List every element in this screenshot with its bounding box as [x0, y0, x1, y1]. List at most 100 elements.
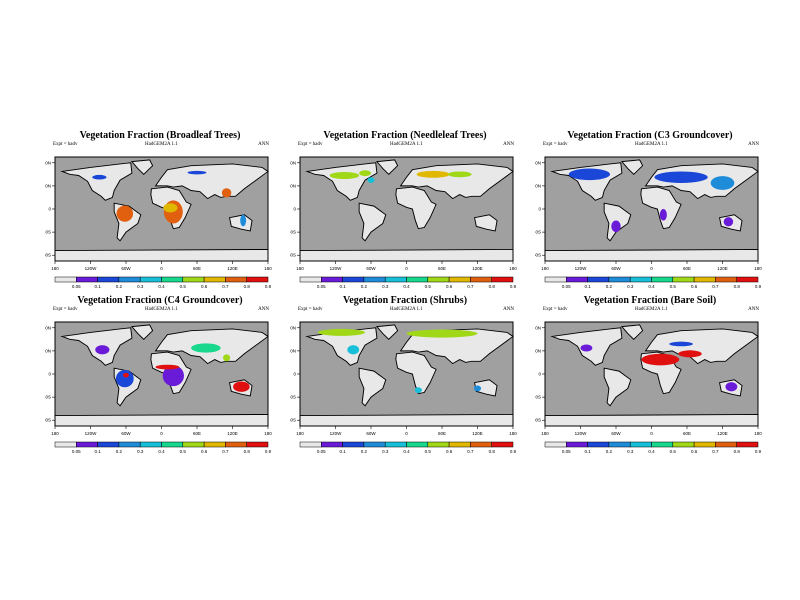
- colorbar-label: 0.3: [627, 449, 634, 454]
- lat-tick-label: 40N: [45, 183, 51, 188]
- colorbar-label: 0.2: [116, 284, 123, 289]
- vegetation-fraction-patch: [163, 203, 178, 213]
- colorbar-swatch: [321, 441, 343, 448]
- vegetation-fraction-patch: [710, 176, 735, 190]
- colorbar-label: 0.1: [339, 284, 346, 289]
- colorbar-swatch: [427, 441, 450, 448]
- colorbar-label: 0.4: [403, 449, 410, 454]
- colorbar-swatch: [736, 441, 759, 448]
- lon-tick-label: 60W: [611, 266, 621, 271]
- lat-tick-label: 40S: [290, 230, 296, 235]
- lon-tick-label: 120E: [472, 431, 483, 436]
- colorbar-label: 0.9: [265, 449, 272, 454]
- map-panel: Vegetation Fraction (Shrubs) Expt = hadv H…: [290, 295, 520, 455]
- vegetation-fraction-patch: [329, 172, 360, 179]
- lon-tick-label: 0: [405, 266, 408, 271]
- vegetation-fraction-patch: [162, 365, 184, 387]
- colorbar-swatch: [76, 276, 98, 283]
- colorbar-swatch: [384, 276, 407, 283]
- colorbar-label: 0.1: [94, 449, 101, 454]
- vegetation-fraction-patch: [95, 345, 110, 355]
- map-panel: Vegetation Fraction (Bare Soil) Expt = ha…: [535, 295, 765, 455]
- colorbar-swatch: [448, 276, 471, 283]
- lon-tick-label: 60E: [438, 266, 446, 271]
- colorbar-label: 0.4: [403, 284, 410, 289]
- colorbar-swatch: [693, 276, 716, 283]
- lat-tick-label: 80N: [45, 325, 51, 330]
- colorbar-label: 0.9: [755, 449, 762, 454]
- vegetation-fraction-patch: [240, 214, 247, 227]
- colorbar-swatch: [672, 276, 695, 283]
- colorbar-label: 0.2: [606, 449, 613, 454]
- lat-tick-label: 40N: [535, 183, 541, 188]
- lon-tick-label: 120E: [717, 431, 728, 436]
- vegetation-fraction-patch: [233, 381, 250, 392]
- colorbar-label: 0.8: [734, 449, 741, 454]
- lat-tick-label: 0: [538, 207, 541, 212]
- lon-tick-label: 0: [405, 431, 408, 436]
- colorbar-swatch: [321, 276, 343, 283]
- panel-title: Vegetation Fraction (Shrubs): [342, 295, 468, 306]
- lon-tick-label: 120E: [227, 266, 238, 271]
- colorbar-label: 0.8: [244, 284, 251, 289]
- vegetation-fraction-patch: [654, 171, 708, 183]
- colorbar-swatch: [544, 276, 567, 283]
- lon-tick-label: 120W: [330, 431, 343, 436]
- colorbar-label: 0.7: [712, 284, 719, 289]
- lat-tick-label: 80N: [290, 160, 296, 165]
- lon-tick-label: 60W: [366, 266, 376, 271]
- colorbar-label: 0.3: [382, 449, 389, 454]
- vegetation-fraction-patch: [92, 174, 107, 180]
- vegetation-fraction-patch: [641, 353, 680, 366]
- lat-tick-label: 40S: [290, 395, 296, 400]
- lon-tick-label: 180: [754, 266, 762, 271]
- lon-tick-label: 60E: [438, 431, 446, 436]
- experiment-label: Expt = hadv: [543, 307, 568, 312]
- colorbar-swatch: [246, 441, 269, 448]
- world-map: [54, 322, 269, 427]
- model-label: HadGEM2A 1.1: [390, 307, 423, 312]
- lat-tick-label: 40N: [535, 348, 541, 353]
- colorbar-swatch: [139, 276, 162, 283]
- lat-tick-label: 80S: [290, 253, 296, 258]
- model-label: HadGEM2A 1.1: [145, 307, 178, 312]
- map-panel: Vegetation Fraction (Broadleaf Trees) Exp…: [45, 130, 275, 290]
- lat-tick-label: 40S: [535, 395, 541, 400]
- season-label: ANN: [503, 142, 514, 147]
- colorbar-label: 0.7: [222, 449, 229, 454]
- colorbar-label: 0.2: [361, 284, 368, 289]
- colorbar-label: 0.6: [201, 284, 208, 289]
- experiment-label: Expt = hadv: [298, 307, 323, 312]
- vegetation-fraction-patch: [191, 343, 221, 353]
- vegetation-fraction-patch: [123, 372, 129, 378]
- colorbar-label: 0.2: [606, 284, 613, 289]
- colorbar-swatch: [342, 441, 365, 448]
- colorbar-swatch: [491, 441, 514, 448]
- lat-tick-label: 0: [538, 372, 541, 377]
- vegetation-fraction-patch: [221, 188, 232, 198]
- lon-tick-label: 60W: [121, 266, 131, 271]
- colorbar-label: 0.7: [222, 284, 229, 289]
- map-panel: Vegetation Fraction (Needleleaf Trees) Ex…: [290, 130, 520, 290]
- colorbar-swatch: [299, 441, 322, 448]
- map-panel: Vegetation Fraction (C3 Groundcover) Expt…: [535, 130, 765, 290]
- colorbar-swatch: [736, 276, 759, 283]
- vegetation-fraction-patch: [116, 205, 134, 222]
- lat-tick-label: 0: [293, 207, 296, 212]
- lon-tick-label: 180: [509, 266, 517, 271]
- colorbar-label: 0.9: [265, 284, 272, 289]
- world-map: [54, 157, 269, 262]
- lon-tick-label: 120E: [472, 266, 483, 271]
- world-map: [544, 322, 759, 427]
- colorbar-swatch: [715, 276, 737, 283]
- vegetation-fraction-patch: [723, 217, 734, 227]
- colorbar-swatch: [406, 276, 429, 283]
- colorbar-label: 0.3: [627, 284, 634, 289]
- lon-tick-label: 180: [541, 431, 549, 436]
- colorbar-label: 0.5: [670, 449, 677, 454]
- lat-tick-label: 80N: [290, 325, 296, 330]
- panel-title: Vegetation Fraction (C4 Groundcover): [77, 295, 243, 306]
- lat-tick-label: 80S: [45, 418, 51, 423]
- colorbar-label: 0.7: [467, 449, 474, 454]
- colorbar-label: 0.05: [562, 449, 571, 454]
